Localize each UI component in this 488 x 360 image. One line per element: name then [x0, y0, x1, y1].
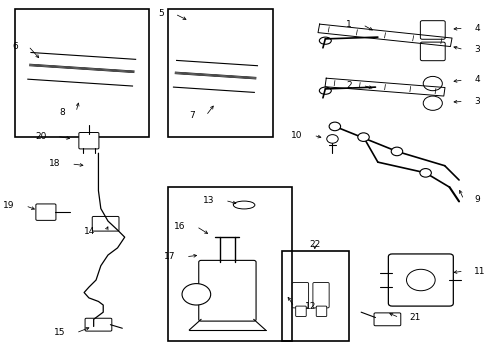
Text: 20: 20: [35, 132, 46, 141]
Bar: [15, 9, 148, 137]
Circle shape: [406, 269, 434, 291]
FancyBboxPatch shape: [295, 306, 305, 316]
FancyBboxPatch shape: [79, 132, 99, 149]
Circle shape: [326, 135, 338, 143]
Text: 22: 22: [308, 240, 320, 249]
Text: 13: 13: [203, 196, 214, 205]
FancyBboxPatch shape: [292, 283, 308, 308]
FancyBboxPatch shape: [420, 42, 444, 61]
Text: 12: 12: [304, 302, 316, 311]
Bar: [167, 9, 272, 137]
Text: 2: 2: [346, 81, 351, 90]
Text: 1: 1: [346, 20, 351, 29]
Text: 14: 14: [83, 227, 95, 236]
Circle shape: [390, 147, 402, 156]
Text: 3: 3: [473, 97, 479, 106]
Text: 10: 10: [291, 131, 302, 140]
Text: 21: 21: [409, 313, 420, 322]
FancyBboxPatch shape: [387, 254, 452, 306]
Text: 6: 6: [12, 41, 18, 50]
Text: 3: 3: [473, 45, 479, 54]
FancyBboxPatch shape: [373, 313, 400, 326]
Text: 5: 5: [158, 9, 164, 18]
Text: 4: 4: [473, 24, 479, 33]
Text: 4: 4: [473, 76, 479, 85]
Circle shape: [419, 168, 430, 177]
Text: 9: 9: [473, 195, 479, 204]
FancyBboxPatch shape: [316, 306, 326, 316]
FancyBboxPatch shape: [85, 318, 112, 331]
Text: 15: 15: [54, 328, 65, 337]
FancyBboxPatch shape: [36, 204, 56, 220]
Text: 19: 19: [3, 201, 15, 210]
Text: 7: 7: [189, 111, 195, 120]
Ellipse shape: [423, 76, 442, 91]
Bar: [282, 251, 348, 341]
FancyBboxPatch shape: [312, 283, 328, 308]
Text: 17: 17: [163, 252, 175, 261]
Ellipse shape: [233, 201, 254, 209]
FancyBboxPatch shape: [198, 260, 256, 321]
Circle shape: [328, 122, 340, 131]
Ellipse shape: [423, 96, 442, 111]
FancyBboxPatch shape: [92, 216, 119, 231]
Circle shape: [357, 133, 368, 141]
Text: 11: 11: [473, 267, 485, 276]
Circle shape: [182, 284, 210, 305]
FancyBboxPatch shape: [420, 21, 444, 39]
Text: 16: 16: [174, 222, 185, 231]
Text: 8: 8: [60, 108, 65, 117]
Text: 18: 18: [49, 159, 61, 168]
Bar: [167, 187, 291, 341]
